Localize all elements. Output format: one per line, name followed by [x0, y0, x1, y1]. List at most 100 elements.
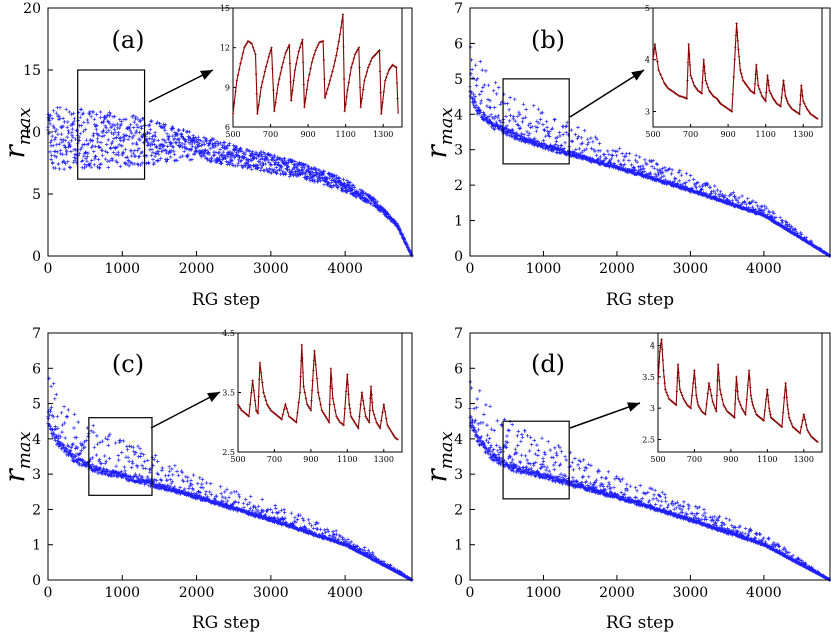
y-tick-label: 3 [32, 467, 41, 483]
inset-x-tick-label: 1300 [374, 455, 394, 464]
inset-x-tick-label: 700 [263, 130, 278, 139]
inset-frame [657, 332, 823, 453]
inset-x-tick-label: 1300 [794, 455, 814, 464]
inset-y-tick-label: 6 [225, 123, 230, 132]
x-tick-label: 1000 [104, 261, 140, 277]
scatter-series [46, 105, 414, 258]
x-tick-label: 2000 [599, 261, 635, 277]
y-tick-label: 4 [454, 432, 463, 448]
y-tick-label: 7 [454, 326, 463, 342]
inset-x-tick-label: 1100 [337, 455, 357, 464]
y-tick-label: 3 [454, 467, 463, 483]
x-tick-label: 0 [466, 261, 475, 277]
y-tick-label: 4 [454, 107, 463, 123]
y-tick-label: 5 [454, 72, 463, 88]
inset-markers [656, 338, 819, 443]
y-tick-label: 7 [454, 1, 463, 17]
y-tick-label: 1 [454, 538, 463, 554]
y-tick-label: 2 [454, 502, 463, 518]
zoom-arrow-head [627, 402, 640, 412]
scatter-points [46, 105, 414, 258]
panel-label: (c) [112, 350, 144, 378]
y-axis-label-sub: max [14, 431, 35, 469]
x-axis-label: RG step [192, 290, 260, 310]
y-axis-label: rmax [0, 107, 35, 158]
x-tick-label: 3000 [673, 261, 709, 277]
zoom-arrow-head [631, 70, 644, 81]
x-axis-label: RG step [192, 613, 260, 633]
zoom-box [88, 417, 153, 496]
inset-y-tick-label: 12 [220, 44, 230, 53]
panel-label: (b) [531, 26, 565, 54]
axes-frame [469, 7, 831, 257]
inset-x-tick-label: 900 [723, 455, 738, 464]
y-tick-label: 2 [32, 502, 41, 518]
inset-x-tick-label: 1300 [793, 130, 813, 139]
zoom-arrow [150, 391, 221, 429]
y-tick-label: 20 [23, 1, 41, 17]
y-tick-label: 7 [32, 326, 41, 342]
inset-x-tick-label: 900 [720, 130, 735, 139]
y-tick-label: 5 [454, 397, 463, 413]
inset: 500 700 900 1100 1300 3 4 5 [645, 4, 823, 139]
zoom-box [77, 69, 146, 180]
inset: 500 700 900 1100 1300 2.5 3 3.5 4 [642, 332, 823, 464]
axes-frame [469, 332, 831, 581]
inset-markers [236, 343, 399, 441]
inset-x-tick-label: 500 [230, 455, 245, 464]
x-tick-label: 4000 [746, 585, 782, 601]
x-tick-label: 3000 [253, 585, 289, 601]
panel-b: 0 1000 2000 3000 4000 0 1 2 3 4 5 6 7 RG step rmax (b) 5… [420, 1, 831, 310]
inset-x-tick-label: 700 [683, 130, 698, 139]
zoom-arrow [569, 69, 645, 118]
y-axis-label-main: r [420, 468, 453, 483]
inset-y-tick-label: 9 [225, 83, 230, 92]
panel-a: 0 1000 2000 3000 4000 0 5 10 15 20 RG step rmax (a) 5… [0, 1, 414, 310]
inset: 500 700 900 1100 1300 2.5 3.5 4.5 [222, 329, 403, 464]
y-tick-label: 1 [454, 214, 463, 230]
inset-frame [652, 7, 823, 128]
y-tick-label: 6 [454, 361, 463, 377]
inset-y-tick-label: 3 [650, 404, 655, 413]
x-tick-label: 1000 [526, 585, 562, 601]
inset-x-tick-label: 700 [687, 455, 702, 464]
y-axis-label: rmax [420, 107, 457, 158]
inset-line [657, 339, 819, 444]
inset-y-tick-label: 15 [220, 4, 230, 13]
inset-x-tick-label: 1100 [335, 130, 355, 139]
zoom-arrow-head [207, 392, 220, 402]
inset-x-tick-label: 700 [267, 455, 282, 464]
x-axis-label: RG step [606, 613, 674, 633]
y-tick-label: 0 [454, 249, 463, 265]
y-axis-label: rmax [420, 431, 457, 482]
x-axis-label: RG step [606, 290, 674, 310]
y-tick-label: 2 [454, 178, 463, 194]
inset-x-tick-label: 900 [300, 130, 315, 139]
x-tick-label: 3000 [253, 261, 289, 277]
zoom-arrow [569, 402, 641, 429]
inset-y-tick-label: 5 [645, 4, 650, 13]
inset-y-tick-label: 4.5 [222, 329, 235, 338]
inset-x-tick-label: 500 [225, 130, 240, 139]
x-tick-label: 0 [44, 261, 53, 277]
inset-x-tick-label: 1300 [373, 130, 393, 139]
y-axis-label-main: r [420, 144, 453, 159]
panel-label: (d) [531, 350, 565, 378]
x-tick-label: 0 [466, 585, 475, 601]
inset: 500 700 900 1100 1300 6 9 12 15 [220, 4, 403, 139]
axes-frame [47, 332, 413, 581]
y-tick-label: 0 [454, 573, 463, 589]
x-tick-label: 3000 [673, 585, 709, 601]
y-axis-label-main: r [0, 144, 31, 159]
inset-y-tick-label: 4 [645, 56, 650, 65]
y-tick-label: 4 [32, 432, 41, 448]
inset-y-tick-label: 4 [650, 342, 655, 351]
x-tick-label: 2000 [179, 261, 215, 277]
x-tick-label: 1000 [526, 261, 562, 277]
y-tick-label: 6 [454, 36, 463, 52]
inset-y-tick-label: 3.5 [222, 389, 235, 398]
inset-markers [231, 13, 399, 115]
inset-line [232, 14, 399, 114]
inset-y-tick-label: 2.5 [222, 448, 235, 457]
